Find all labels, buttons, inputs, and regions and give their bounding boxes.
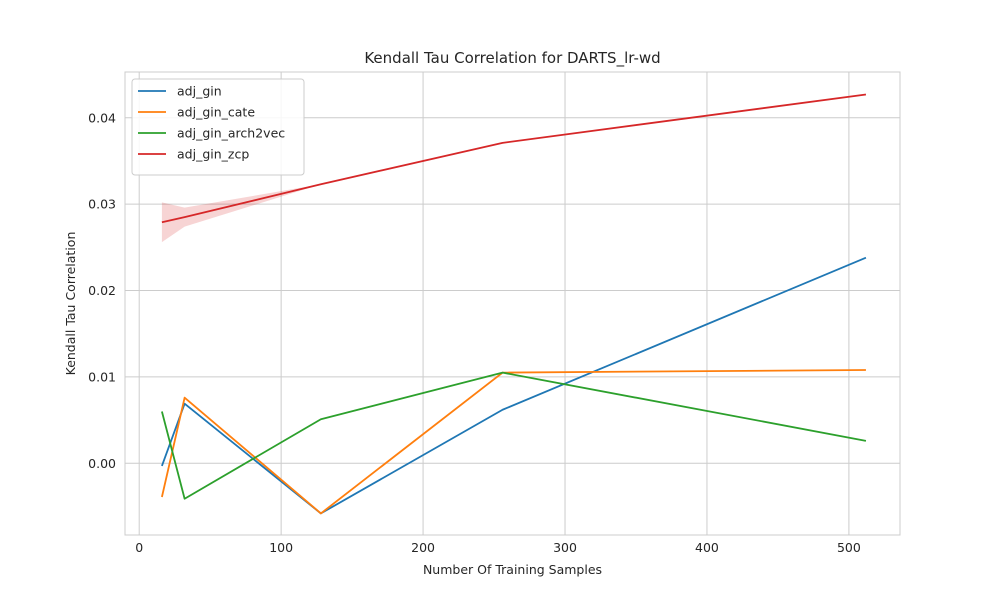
x-tick-label: 300 <box>553 540 577 555</box>
x-tick-label: 0 <box>135 540 143 555</box>
legend-box <box>131 78 305 176</box>
plot-frame <box>124 71 901 536</box>
y-tick-labels: 0.00 0.01 0.02 0.03 0.04 <box>88 110 116 471</box>
y-tick-label: 0.00 <box>88 456 116 471</box>
chart-title: Kendall Tau Correlation for DARTS_lr-wd <box>364 49 660 68</box>
x-tick-labels: 0 100 200 300 400 500 <box>135 540 861 555</box>
legend-label: adj_gin_cate <box>177 105 255 120</box>
x-tick-label: 100 <box>269 540 293 555</box>
series-lines <box>161 93 867 515</box>
y-tick-label: 0.02 <box>88 283 116 298</box>
legend-label: adj_gin_zcp <box>177 147 249 162</box>
y-tick-label: 0.03 <box>88 197 116 212</box>
legend-label: adj_gin <box>177 84 222 99</box>
y-tick-label: 0.01 <box>88 369 116 384</box>
x-tick-label: 400 <box>695 540 719 555</box>
y-axis-label: Kendall Tau Correlation <box>63 232 78 376</box>
y-tick-label: 0.04 <box>88 110 116 125</box>
legend: adj_gin adj_gin_cate adj_gin_arch2vec adj_g… <box>131 78 305 176</box>
adj_gin_arch2vec-line <box>161 371 867 500</box>
legend-label: adj_gin_arch2vec <box>177 126 285 141</box>
adj_gin-line <box>161 256 867 515</box>
x-tick-label: 200 <box>411 540 435 555</box>
adj_gin_cate-line <box>161 369 866 515</box>
adj_gin_zcp-line <box>161 93 867 224</box>
x-tick-label: 500 <box>837 540 861 555</box>
x-axis-label: Number Of Training Samples <box>423 562 602 577</box>
